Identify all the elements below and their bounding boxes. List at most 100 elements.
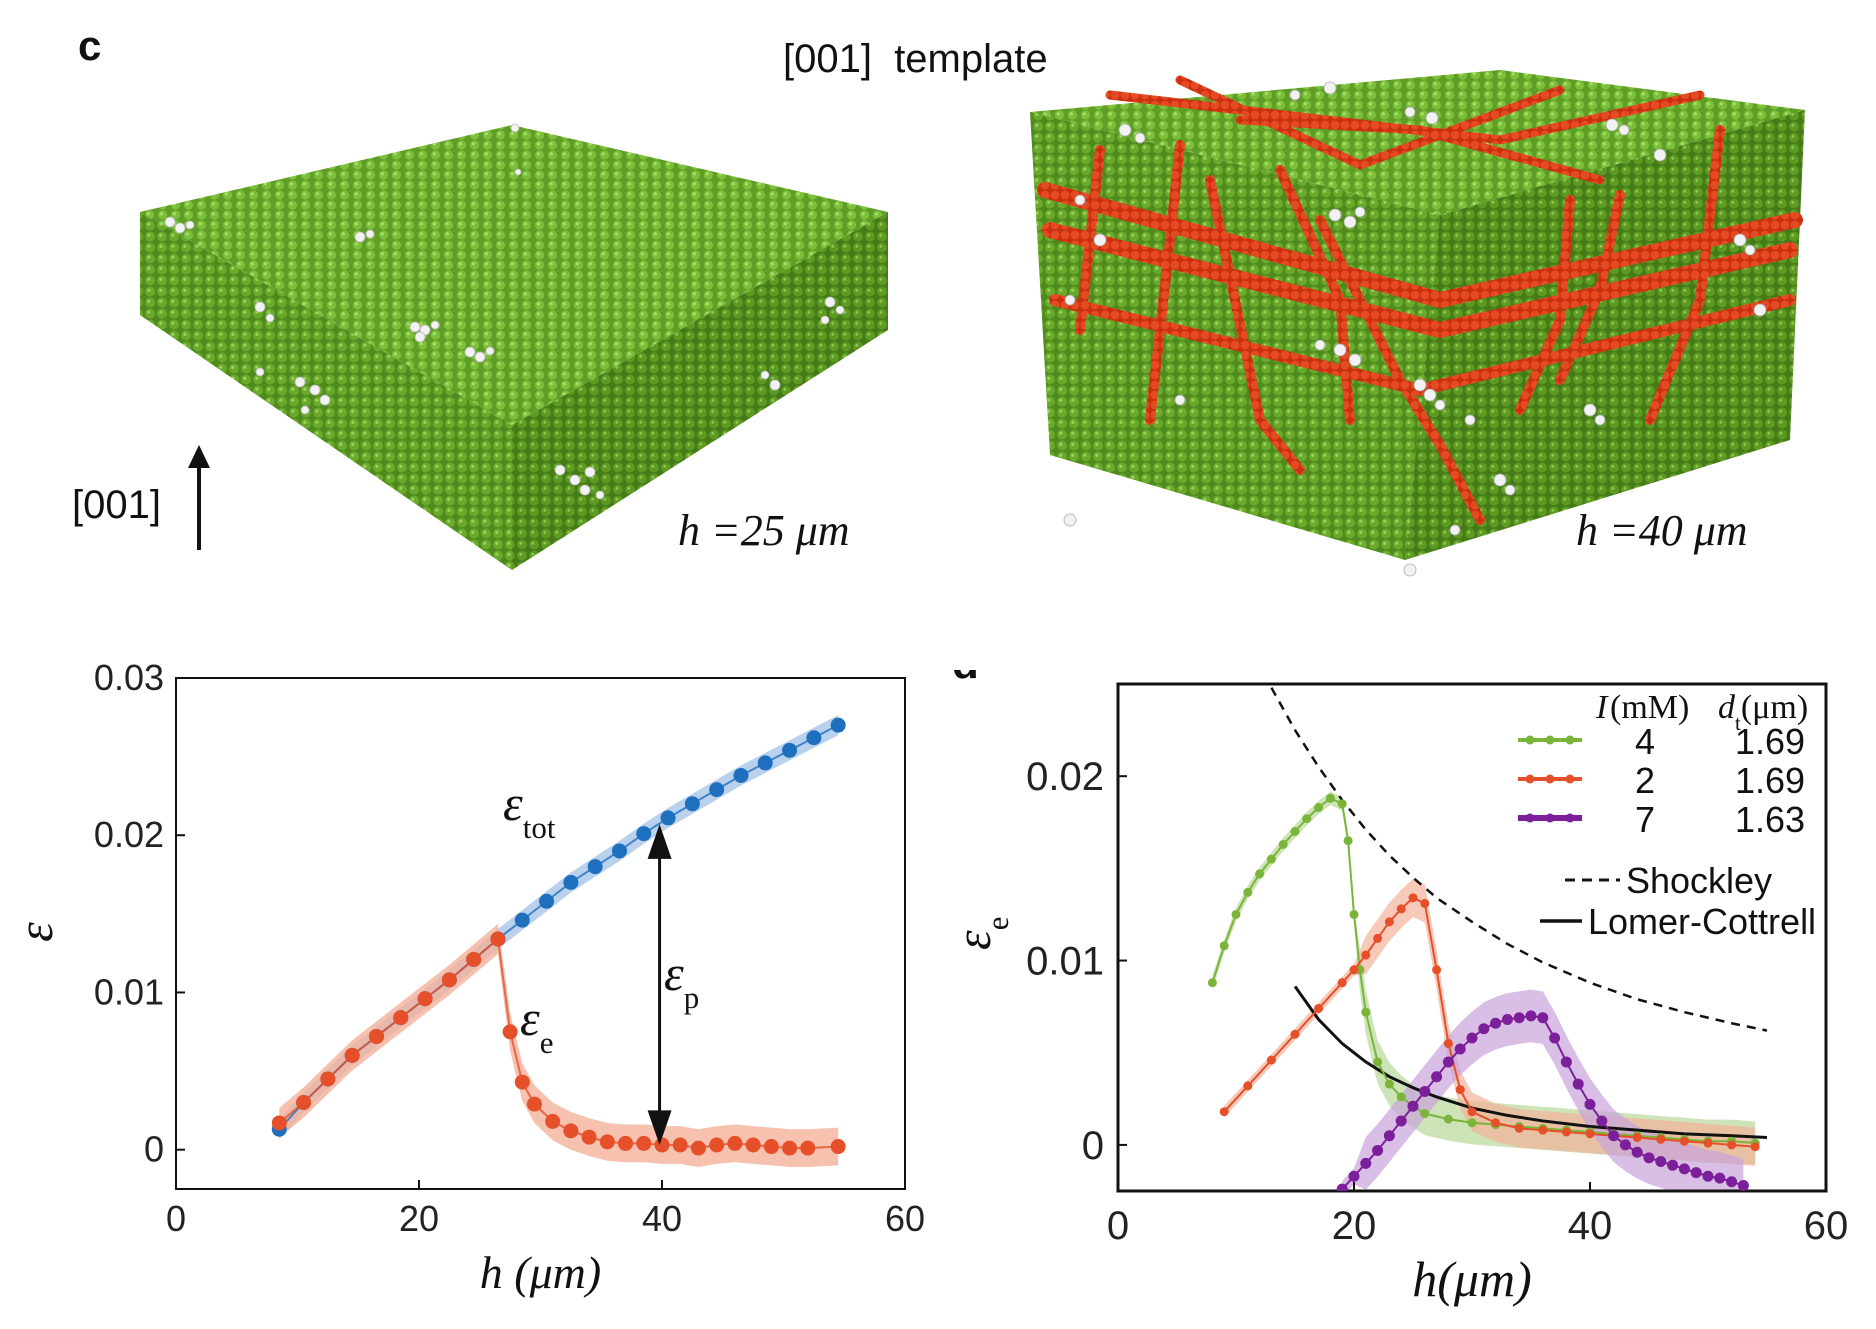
y-tick-label: 0.01 <box>1026 940 1104 984</box>
left-block-caption: h =25 μm <box>678 506 850 555</box>
left-atomistic-block <box>140 123 888 570</box>
legend-marker <box>1545 813 1555 823</box>
legend-i-value: 7 <box>1635 799 1655 840</box>
series-1-point <box>1432 965 1442 975</box>
elastic-strain-point <box>745 1137 761 1153</box>
annotation-eps-e: εe <box>520 990 553 1060</box>
series-0-point <box>1314 803 1324 813</box>
series-0-point <box>1467 1118 1477 1128</box>
series-1-point <box>1679 1136 1689 1146</box>
x-axis-label: h (μm) <box>480 1247 601 1298</box>
panel-label: c <box>78 22 101 69</box>
direction-arrow-label: [001] <box>72 483 161 527</box>
total-strain-point <box>636 826 652 842</box>
right-atomistic-block <box>1030 70 1805 577</box>
legend-lomer-cottrell-label: Lomer-Cottrell <box>1588 901 1816 942</box>
annotation-eps-tot: εtot <box>503 775 556 845</box>
y-tick-label: 0.01 <box>94 971 164 1012</box>
x-tick-label: 40 <box>642 1198 682 1239</box>
series-1-point <box>1443 1039 1453 1049</box>
series-0-point <box>1361 1007 1371 1017</box>
x-tick-label: 20 <box>399 1198 439 1239</box>
series-0-point <box>1219 941 1229 951</box>
elastic-strain-point <box>800 1140 816 1156</box>
series-0-point <box>1373 1057 1383 1067</box>
total-strain-point <box>539 893 555 909</box>
elastic-strain-point <box>672 1137 688 1153</box>
stacking-fault-network <box>1037 75 1803 525</box>
series-2-point <box>1431 1071 1443 1083</box>
legend-i-value: 2 <box>1635 760 1655 801</box>
legend-marker <box>1565 813 1575 823</box>
series-2-point <box>1466 1032 1478 1044</box>
series-1-point <box>1585 1129 1595 1139</box>
series-2-point <box>1596 1115 1608 1127</box>
series-2-point <box>1419 1085 1431 1097</box>
total-strain-point <box>587 859 603 875</box>
series-1-point <box>1656 1134 1666 1144</box>
series-2-point <box>1737 1179 1749 1191</box>
elastic-strain-point <box>344 1047 360 1063</box>
elastic-strain-point <box>441 972 457 988</box>
figure-title: [001] template <box>783 37 1048 81</box>
legend-dt-value: 1.69 <box>1735 721 1805 762</box>
legend-marker <box>1545 774 1555 784</box>
series-2-point <box>1537 1012 1549 1024</box>
strain-chart-annotations: εtot εe εp <box>503 775 699 1145</box>
total-strain-point <box>684 796 700 812</box>
elastic-strain-point <box>563 1123 579 1139</box>
series-2-point <box>1560 1056 1572 1068</box>
series-2-point <box>1702 1170 1714 1182</box>
series-band-2 <box>1342 989 1744 1191</box>
total-strain-point <box>757 755 773 771</box>
series-1-point <box>1703 1138 1713 1148</box>
legend-marker <box>1565 735 1575 745</box>
total-strain-point <box>709 782 725 798</box>
series-0-point <box>1278 839 1288 849</box>
series-0-point <box>1231 909 1241 919</box>
series-1-point <box>1219 1107 1229 1117</box>
series-1-point <box>1361 950 1371 960</box>
total-strain-point <box>611 843 627 859</box>
elastic-strain-point <box>368 1028 384 1044</box>
elastic-chart-frame <box>1116 682 1828 1193</box>
series-2-point <box>1501 1014 1513 1026</box>
legend-marker <box>1545 735 1555 745</box>
legend-header-dt: dt(μm) <box>1718 689 1808 735</box>
y-tick-label: 0.02 <box>94 814 164 855</box>
legend-dt-value: 1.63 <box>1735 799 1805 840</box>
series-1-point <box>1420 898 1430 908</box>
y-tick-label: 0.03 <box>94 657 164 698</box>
legend-header-i: I <box>1595 689 1609 726</box>
series-0-point <box>1443 1114 1453 1124</box>
legend-header-i-unit: (mM) <box>1610 689 1689 726</box>
elastic-strain-point <box>545 1113 561 1129</box>
total-strain-point <box>782 742 798 758</box>
legend-marker <box>1525 813 1535 823</box>
elastic-chart-marks <box>1207 687 1768 1191</box>
y-tick-label: 0 <box>144 1129 164 1170</box>
series-2-point <box>1490 1017 1502 1029</box>
elastic-strain-point <box>581 1129 597 1145</box>
series-1-point <box>1514 1123 1524 1133</box>
elastic-strain-point <box>393 1010 409 1026</box>
series-1-point <box>1396 904 1406 914</box>
strain-chart-bands <box>279 715 839 1167</box>
series-2-point <box>1549 1032 1561 1044</box>
series-2-point <box>1407 1100 1419 1112</box>
series-0-point <box>1302 814 1312 824</box>
legend-marker <box>1525 774 1535 784</box>
legend-i-value: 4 <box>1635 721 1655 762</box>
x-tick-label: 0 <box>166 1198 186 1239</box>
total-strain-point <box>733 767 749 783</box>
series-0-point <box>1290 826 1300 836</box>
series-0-point <box>1349 909 1359 919</box>
series-1-point <box>1632 1133 1642 1143</box>
elastic-strain-point <box>320 1071 336 1087</box>
series-band-0 <box>279 715 839 1140</box>
shockley-curve <box>1270 687 1768 1032</box>
elastic-strain-point <box>709 1137 725 1153</box>
x-tick-label: 20 <box>1332 1204 1377 1248</box>
series-band-1 <box>1224 878 1756 1166</box>
